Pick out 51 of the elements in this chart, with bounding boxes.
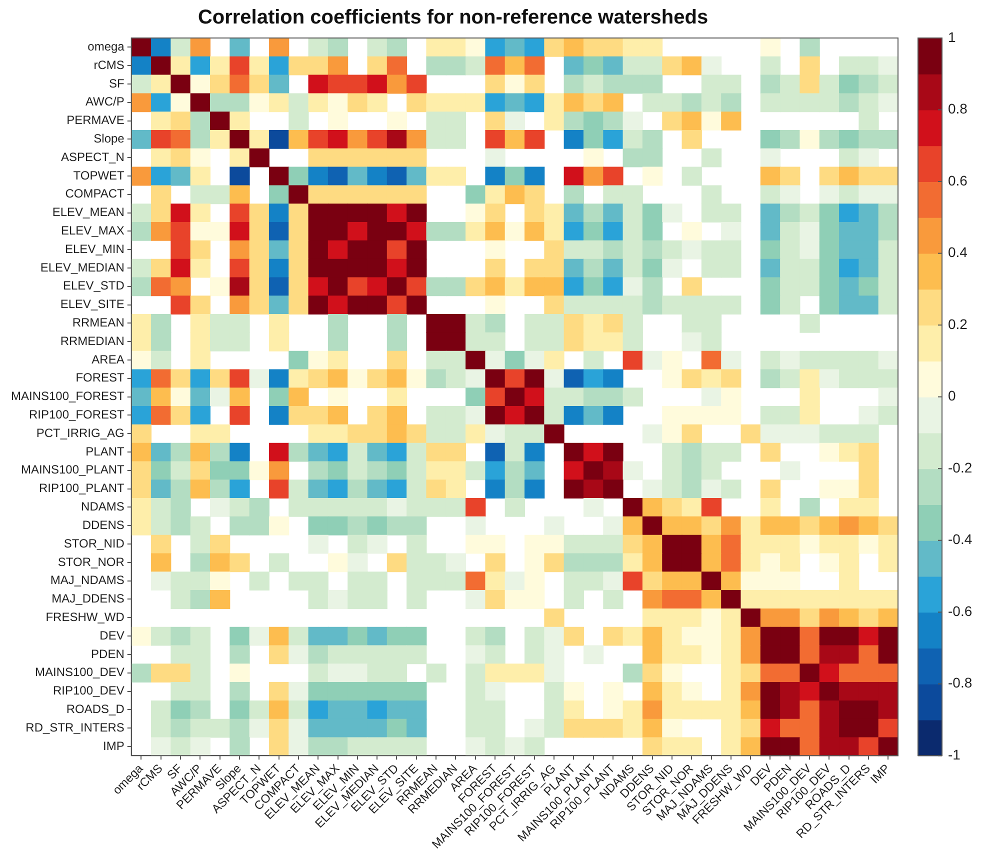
y-tick-label: ROADS_D bbox=[66, 702, 125, 716]
y-tick-label: RD_STR_INTERS bbox=[26, 720, 124, 734]
chart-title: Correlation coefficients for non-reference watersheds bbox=[198, 6, 708, 29]
y-tick-label: IMP bbox=[103, 738, 124, 753]
y-tick-label: omega bbox=[88, 40, 125, 54]
y-tick-label: PCT_IRRIG_AG bbox=[36, 426, 124, 440]
y-tick-label: ELEV_MEAN bbox=[52, 205, 124, 220]
y-tick-label: PDEN bbox=[91, 646, 124, 661]
color-bar-label: 1 bbox=[948, 28, 956, 45]
y-tick-label: MAINS100_PLANT bbox=[20, 462, 126, 477]
color-bar-label: -0.2 bbox=[948, 459, 972, 476]
y-tick-label: COMPACT bbox=[65, 186, 126, 201]
color-bar-label: 0 bbox=[948, 388, 956, 404]
y-tick-label: STOR_NID bbox=[64, 536, 125, 550]
y-tick-label: MAINS100_DEV bbox=[34, 665, 124, 680]
y-tick-label: ELEV_MAX bbox=[60, 224, 124, 238]
y-tick-label: rCMS bbox=[94, 58, 124, 72]
y-tick-label: MAJ_NDAMS bbox=[50, 573, 124, 588]
y-tick-label: RIP100_FOREST bbox=[28, 408, 126, 422]
y-tick-label: AWC/P bbox=[85, 94, 124, 109]
color-bar-label: 0.8 bbox=[948, 100, 968, 117]
y-tick-label: NDAMS bbox=[81, 500, 124, 514]
y-tick-label: RIP100_PLANT bbox=[38, 481, 126, 496]
y-tick-label: ELEV_MEDIAN bbox=[40, 260, 124, 274]
y-tick-label: FRESHW_WD bbox=[46, 610, 125, 624]
color-bar-label: -0.8 bbox=[948, 674, 972, 691]
y-tick-label: DDENS bbox=[82, 518, 124, 532]
color-bar-label: -0.4 bbox=[948, 531, 972, 548]
y-tick-label: RRMEDIAN bbox=[60, 334, 124, 348]
color-bar-label: -1 bbox=[948, 746, 961, 763]
y-tick-label: RIP100_DEV bbox=[52, 684, 124, 698]
y-tick-label: STOR_NOR bbox=[58, 554, 125, 569]
y-tick-label: PLANT bbox=[86, 444, 126, 458]
color-bar-label: 0.2 bbox=[948, 316, 968, 332]
y-tick-label: RRMEAN bbox=[72, 316, 124, 330]
color-bar-label: 0.6 bbox=[948, 172, 968, 188]
y-tick-label: AREA bbox=[92, 352, 124, 366]
y-tick-label: PERMAVE bbox=[66, 113, 124, 128]
y-tick-label: ASPECT_N bbox=[61, 150, 124, 164]
y-tick-label: TOPWET bbox=[73, 168, 126, 182]
y-tick-label: FOREST bbox=[76, 370, 126, 385]
color-bar-label: 0.4 bbox=[948, 244, 968, 260]
y-tick-label: ELEV_MIN bbox=[65, 242, 124, 256]
y-tick-label: MAJ_DDENS bbox=[52, 592, 124, 606]
y-tick-label: DEV bbox=[100, 628, 124, 642]
y-tick-label: ELEV_STD bbox=[63, 278, 125, 293]
y-tick-label: MAINS100_FOREST bbox=[10, 389, 126, 404]
y-tick-label: ELEV_SITE bbox=[60, 297, 124, 312]
y-tick-label: Slope bbox=[94, 132, 125, 146]
y-tick-label: SF bbox=[109, 76, 124, 90]
color-bar-label: -0.6 bbox=[948, 602, 972, 619]
